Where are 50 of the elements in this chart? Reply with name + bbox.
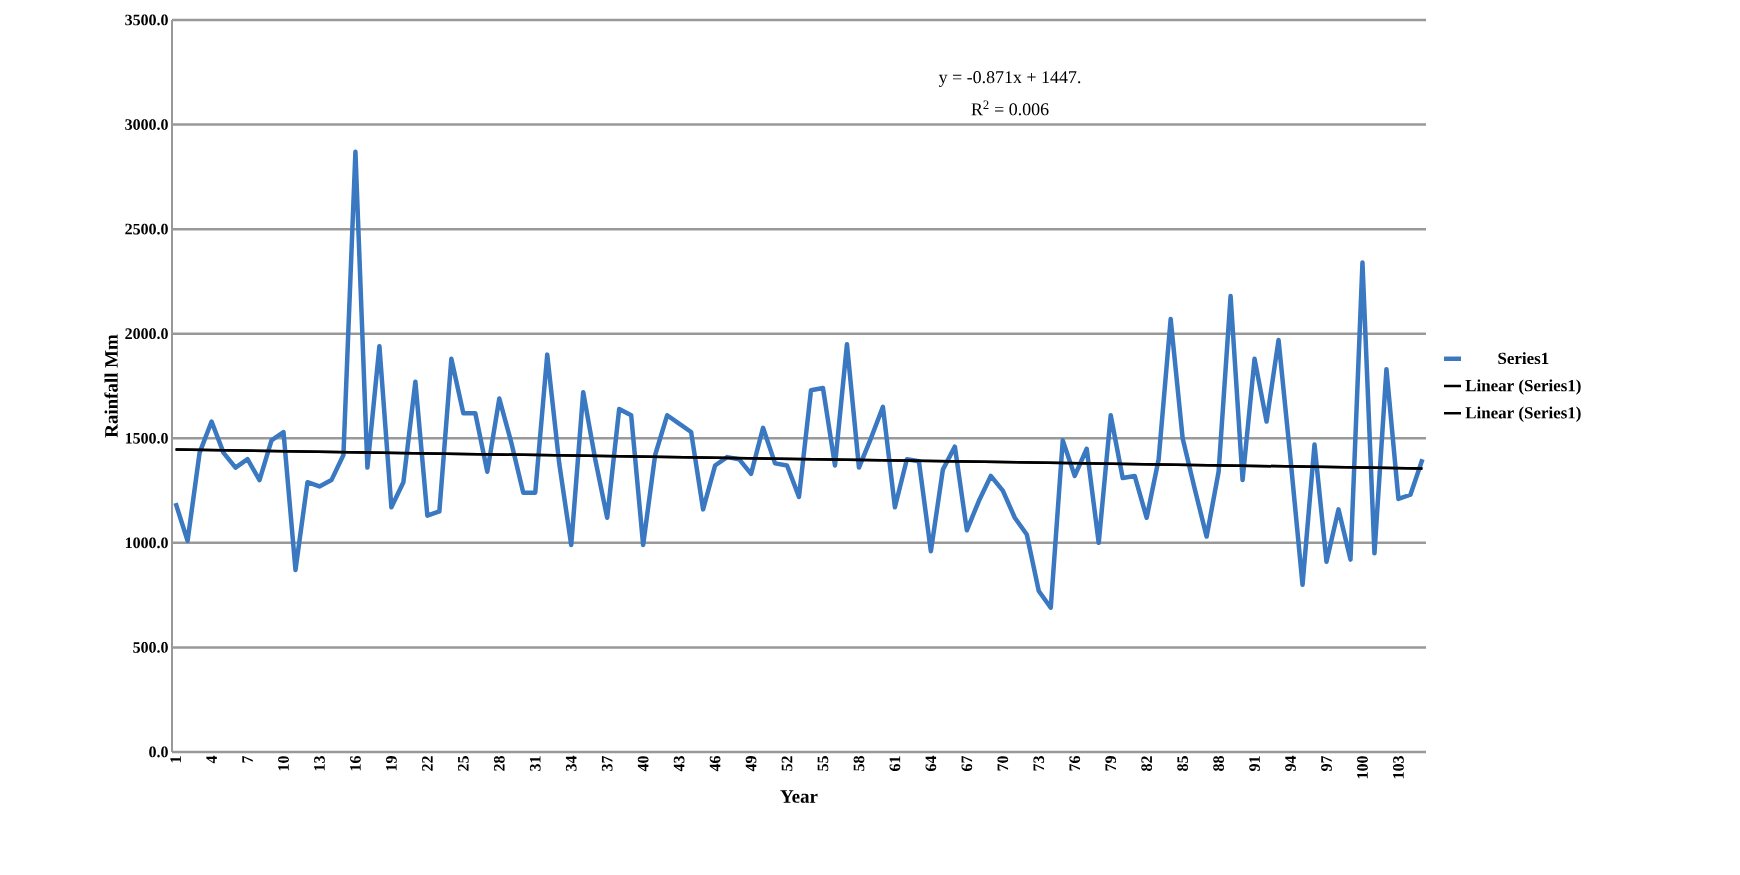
x-axis-title: Year [780,790,818,803]
x-tick-label: 7 [242,755,253,763]
x-tick-label: 94 [1285,755,1296,772]
x-tick-label: 4 [206,755,217,764]
x-tick-label: 73 [1033,756,1045,771]
x-tick-label: 28 [493,756,505,771]
x-tick-label: 79 [1105,756,1117,771]
x-tick-label: 70 [997,756,1009,771]
y-tick-label: 1000.0 [125,537,168,549]
x-tick-label: 64 [925,755,937,771]
x-tick-label: 85 [1177,756,1189,771]
y-axis-title: Rainfall Mm [104,334,118,438]
x-tick-label: 13 [314,756,325,771]
x-tick-label: 34 [565,755,577,771]
legend-label: Linear (Series1) [1465,379,1581,395]
x-tick-label: 37 [601,755,613,771]
x-tick-label: 67 [961,755,973,771]
x-tick-label: 91 [1249,756,1260,772]
annotation: R$^{2}$ = 0.006 [971,100,1049,116]
x-tick-label: 61 [889,756,901,771]
y-tick-label: 3000.0 [125,119,168,130]
y-tick-label: 3500.0 [125,14,168,26]
x-tick-label: 22 [422,756,433,771]
x-tick-label: 88 [1213,756,1224,771]
x-tick-label: 1 [170,756,181,763]
y-tick-label: 2000.0 [125,328,168,340]
x-tick-label: 40 [637,756,649,772]
x-tick-label: 10 [278,756,289,771]
x-tick-label: 31 [529,756,541,771]
x-tick-label: 100 [1357,756,1368,779]
x-tick-label: 58 [853,756,865,771]
x-tick-label: 49 [745,756,757,772]
annotation: y = -0.871x + 1447. [938,71,1081,87]
legend-label: Series1 [1498,352,1549,365]
x-tick-label: 76 [1069,755,1081,771]
x-tick-label: 55 [817,756,829,771]
x-tick-label: 52 [781,756,793,771]
x-tick-label: 19 [386,756,397,771]
y-tick-label: 500.0 [133,642,168,653]
y-tick-label: 2500.0 [125,223,168,235]
x-tick-label: 103 [1393,756,1404,779]
y-tick-label: 0.0 [149,746,168,758]
x-tick-label: 97 [1321,755,1332,772]
x-tick-label: 25 [457,756,469,771]
x-tick-label: 43 [673,756,685,772]
x-tick-label: 46 [709,755,721,772]
x-tick-label: 82 [1141,756,1153,771]
y-tick-label: 1500.0 [125,432,168,444]
legend-label: Linear (Series1) [1465,406,1581,422]
x-tick-label: 16 [350,755,361,771]
